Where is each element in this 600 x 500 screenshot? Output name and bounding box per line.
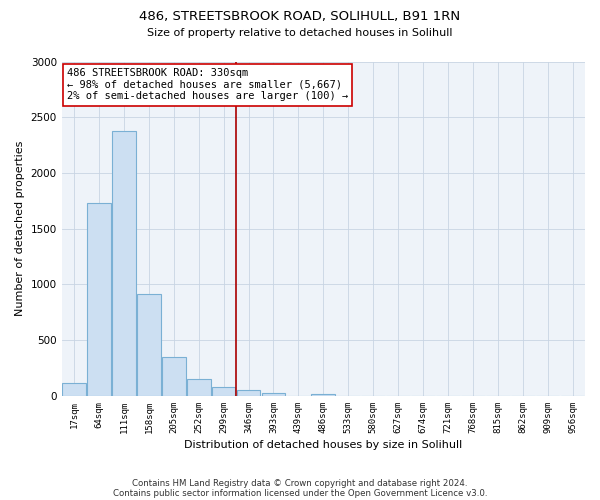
Text: 486 STREETSBROOK ROAD: 330sqm
← 98% of detached houses are smaller (5,667)
2% of: 486 STREETSBROOK ROAD: 330sqm ← 98% of d… [67,68,348,102]
Bar [311,394,335,396]
Text: Size of property relative to detached houses in Solihull: Size of property relative to detached ho… [147,28,453,38]
Bar [212,387,235,396]
Bar [237,390,260,396]
Text: Contains public sector information licensed under the Open Government Licence v3: Contains public sector information licen… [113,488,487,498]
Bar [187,378,211,396]
Bar [87,203,111,396]
Text: 486, STREETSBROOK ROAD, SOLIHULL, B91 1RN: 486, STREETSBROOK ROAD, SOLIHULL, B91 1R… [139,10,461,23]
Bar [162,358,185,396]
Bar [262,392,286,396]
Bar [137,294,161,396]
Bar [112,130,136,396]
Bar [62,382,86,396]
Y-axis label: Number of detached properties: Number of detached properties [15,141,25,316]
Text: Contains HM Land Registry data © Crown copyright and database right 2024.: Contains HM Land Registry data © Crown c… [132,478,468,488]
X-axis label: Distribution of detached houses by size in Solihull: Distribution of detached houses by size … [184,440,463,450]
